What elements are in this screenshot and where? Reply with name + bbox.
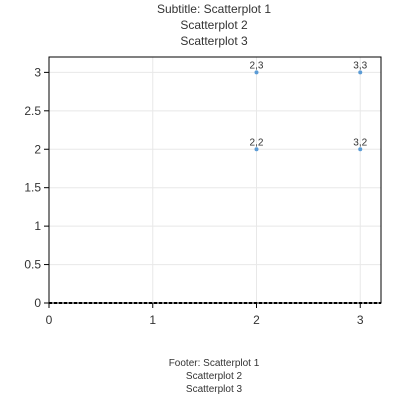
plot-frame (48, 56, 382, 304)
data-label: 3,2 (353, 137, 367, 148)
y-tick-label: 0 (34, 296, 41, 310)
data-label: 2,2 (250, 137, 264, 148)
footer-line-2: Scatterplot 2 (185, 371, 243, 382)
chart-footer: Footer: Scatterplot 1 Scatterplot 2 Scat… (0, 357, 400, 396)
chart-subtitle: Subtitle: Scatterplot 1 Scatterplot 2 Sc… (0, 1, 400, 49)
x-tick-label: 3 (357, 313, 364, 327)
subtitle-line-1: Subtitle: Scatterplot 1 (156, 2, 272, 16)
data-point (358, 147, 363, 152)
x-tick-label: 1 (149, 313, 156, 327)
data-point (254, 147, 259, 152)
y-tick-label: 1 (34, 219, 41, 233)
y-tick-label: 2.5 (24, 104, 41, 118)
data-point (254, 70, 259, 75)
footer-line-3: Scatterplot 3 (185, 384, 243, 395)
subtitle-line-2: Scatterplot 2 (180, 18, 248, 32)
footer-line-1: Footer: Scatterplot 1 (168, 358, 260, 369)
y-tick-label: 2 (34, 142, 41, 156)
y-tick-label: 1.5 (24, 181, 41, 195)
y-tick-label: 0.5 (24, 258, 41, 272)
data-point (358, 70, 363, 75)
data-label: 3,3 (353, 60, 367, 71)
y-tick-label: 3 (34, 65, 41, 79)
data-label: 2,3 (250, 60, 264, 71)
subtitle-line-3: Scatterplot 3 (180, 34, 248, 48)
x-tick-label: 0 (46, 313, 53, 327)
x-tick-label: 2 (253, 313, 260, 327)
